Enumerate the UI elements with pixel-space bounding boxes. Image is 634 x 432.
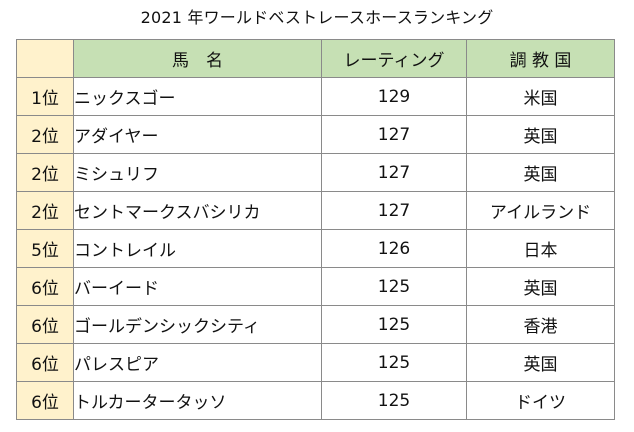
table-row: 6位 ゴールデンシックシティ 125 香港 [16,305,615,344]
horse-name-cell: ニックスゴー [73,77,322,116]
rating-cell: 127 [321,153,467,192]
header-horse-name: 馬 名 [73,39,322,78]
table-row: 2位 アダイヤー 127 英国 [16,115,615,154]
horse-name-cell: バーイード [73,267,322,306]
rating-cell: 127 [321,191,467,230]
rating-cell: 129 [321,77,467,116]
horse-name-cell: ゴールデンシックシティ [73,305,322,344]
country-cell: 香港 [466,305,615,344]
country-cell: 英国 [466,153,615,192]
table-row: 2位 ミシュリフ 127 英国 [16,153,615,192]
header-rank [16,39,74,78]
horse-name-cell: コントレイル [73,229,322,268]
rating-cell: 125 [321,305,467,344]
rank-cell: 2位 [16,191,74,230]
country-cell: アイルランド [466,191,615,230]
header-rating: レーティング [321,39,467,78]
horse-name-cell: セントマークスバシリカ [73,191,322,230]
table-row: 2位 セントマークスバシリカ 127 アイルランド [16,191,615,230]
country-cell: 英国 [466,267,615,306]
rating-cell: 126 [321,229,467,268]
rating-cell: 127 [321,115,467,154]
rank-cell: 6位 [16,267,74,306]
table-row: 1位 ニックスゴー 129 米国 [16,77,615,116]
rank-cell: 2位 [16,153,74,192]
table-header-row: 馬 名 レーティング 調 教 国 [16,39,615,78]
table-row: 6位 トルカータータッソ 125 ドイツ [16,381,615,420]
table-row: 6位 バーイード 125 英国 [16,267,615,306]
country-cell: 日本 [466,229,615,268]
country-cell: 英国 [466,343,615,382]
rank-cell: 5位 [16,229,74,268]
rating-cell: 125 [321,381,467,420]
rating-cell: 125 [321,267,467,306]
country-cell: ドイツ [466,381,615,420]
rank-cell: 2位 [16,115,74,154]
rank-cell: 6位 [16,305,74,344]
header-training-country: 調 教 国 [466,39,615,78]
ranking-table: 馬 名 レーティング 調 教 国 1位 ニックスゴー 129 米国 2位 アダイ… [16,39,615,420]
horse-name-cell: パレスピア [73,343,322,382]
horse-name-cell: トルカータータッソ [73,381,322,420]
rating-cell: 125 [321,343,467,382]
country-cell: 英国 [466,115,615,154]
table-row: 5位 コントレイル 126 日本 [16,229,615,268]
rank-cell: 6位 [16,343,74,382]
rank-cell: 6位 [16,381,74,420]
country-cell: 米国 [466,77,615,116]
horse-name-cell: ミシュリフ [73,153,322,192]
table-row: 6位 パレスピア 125 英国 [16,343,615,382]
rank-cell: 1位 [16,77,74,116]
horse-name-cell: アダイヤー [73,115,322,154]
page-title: 2021 年ワールドベストレースホースランキング [140,8,494,27]
